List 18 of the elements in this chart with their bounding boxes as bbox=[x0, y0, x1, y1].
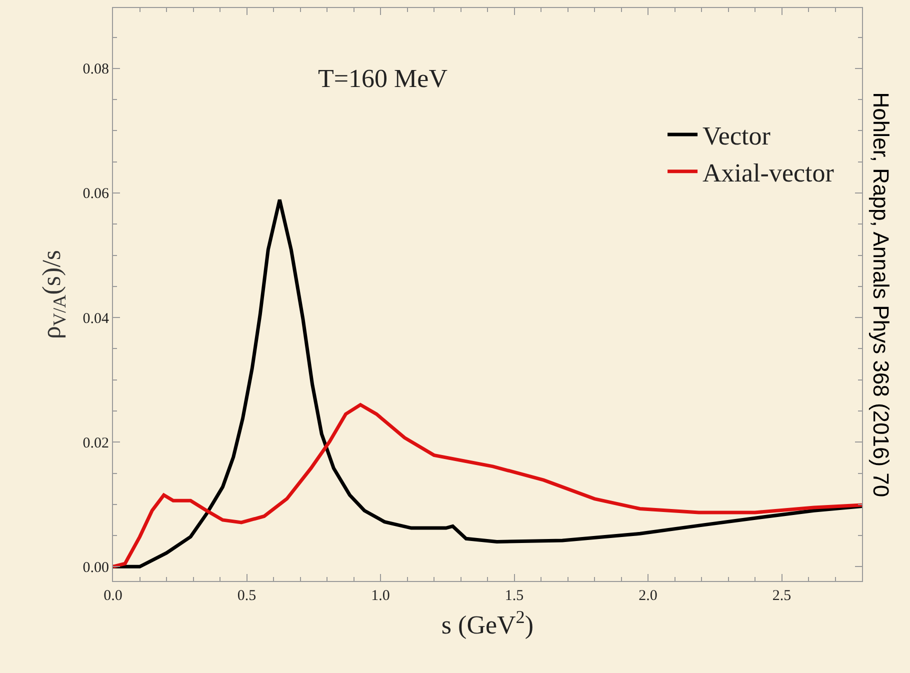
y-tick-label: 0.08 bbox=[82, 62, 109, 78]
y-tick-label: 0.06 bbox=[82, 186, 110, 202]
y-tick-label: 0.02 bbox=[82, 435, 109, 452]
line-series bbox=[113, 198, 862, 568]
text: Hohler, Rapp, Annals Phys 368 (2016) 70 bbox=[868, 92, 894, 498]
legend-label: Vector bbox=[702, 122, 771, 151]
x-tick-label: 1.0 bbox=[371, 588, 390, 604]
x-tick-label: 0.5 bbox=[237, 588, 256, 604]
legend-label: Axial-vector bbox=[702, 158, 834, 188]
x-axis-title: s (GeV$^{2}$) bbox=[441, 606, 534, 640]
y-tick-label: 0.00 bbox=[82, 560, 109, 576]
x-tick-label: 2.0 bbox=[638, 588, 658, 604]
x-tick-label: 0.0 bbox=[104, 588, 122, 604]
y-tick-label: 0.04 bbox=[82, 310, 110, 327]
annotation: T=160 MeV bbox=[318, 64, 448, 93]
x-tick-label: 1.5 bbox=[504, 588, 524, 604]
x-tick-label: 2.5 bbox=[772, 588, 792, 604]
line-series bbox=[113, 402, 862, 568]
